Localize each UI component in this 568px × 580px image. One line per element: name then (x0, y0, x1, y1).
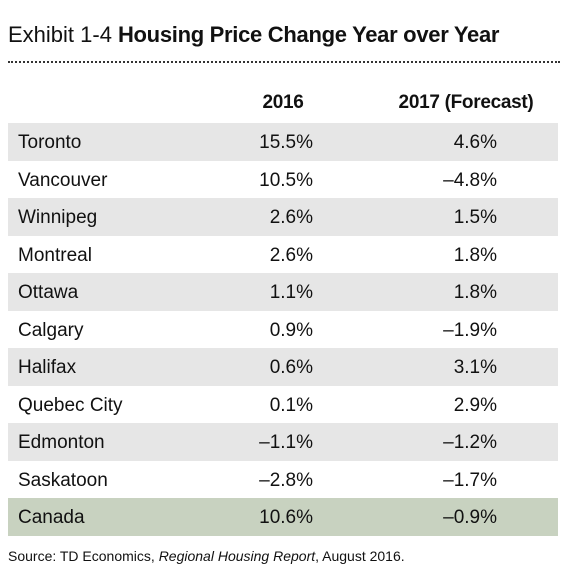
source-prefix: Source: TD Economics, (8, 548, 159, 564)
table-row: Edmonton –1.1% –1.2% (8, 423, 558, 461)
cell-2017: –1.7% (443, 469, 497, 491)
exhibit-number: Exhibit 1-4 (8, 22, 112, 47)
title: Housing Price Change Year over Year (117, 22, 500, 47)
row-label: Canada (18, 507, 85, 528)
source-suffix: , August 2016. (315, 548, 405, 564)
cell-2016: 10.6% (259, 507, 313, 528)
cell-2017: 1.8% (453, 244, 497, 266)
cell-2016: 2.6% (269, 244, 313, 266)
cell-2017: –0.9% (443, 507, 497, 528)
table-row: Winnipeg 2.6% 1.5% (8, 198, 558, 236)
cell-2016: 0.6% (269, 357, 313, 378)
row-label: Toronto (18, 132, 82, 153)
cell-2017: –1.9% (443, 319, 497, 341)
cell-2017: –1.2% (443, 432, 497, 453)
cell-2016: 15.5% (259, 132, 313, 153)
row-label: Edmonton (18, 432, 105, 453)
cell-2016: 0.9% (269, 319, 313, 341)
cell-2016: –1.1% (259, 432, 313, 453)
total-row: Canada 10.6% –0.9% (8, 498, 558, 536)
table-row: Ottawa 1.1% 1.8% (8, 273, 558, 311)
cell-2017: –4.8% (443, 169, 497, 191)
table-row: Halifax 0.6% 3.1% (8, 348, 558, 386)
cell-2016: –2.8% (259, 469, 313, 491)
column-header: 2016 (262, 92, 304, 113)
table-row: Quebec City 0.1% 2.9% (8, 385, 558, 423)
source-report: Regional Housing Report (158, 548, 316, 564)
table-row: Calgary 0.9% –1.9% (8, 310, 558, 348)
row-label: Saskatoon (18, 469, 108, 491)
row-label: Calgary (18, 319, 84, 341)
cell-2016: 1.1% (269, 282, 313, 303)
cell-2017: 2.9% (453, 394, 497, 416)
source-note: Source: TD Economics, Regional Housing R… (8, 548, 405, 564)
row-label: Montreal (18, 244, 92, 266)
row-label: Ottawa (18, 282, 79, 303)
cell-2016: 2.6% (269, 207, 313, 228)
cell-2017: 1.5% (453, 207, 497, 228)
table-row: Toronto 15.5% 4.6% (8, 123, 558, 161)
column-header: 2017 (Forecast) (398, 92, 534, 113)
row-label: Quebec City (18, 394, 123, 416)
table-row: Saskatoon –2.8% –1.7% (8, 460, 558, 498)
exhibit-title: Exhibit 1-4 Housing Price Change Year ove… (8, 22, 499, 48)
row-label: Halifax (18, 357, 77, 378)
table-row: Vancouver 10.5% –4.8% (8, 160, 558, 198)
table-row: Montreal 2.6% 1.8% (8, 235, 558, 273)
dotted-rule (8, 61, 560, 63)
row-label: Vancouver (18, 169, 108, 191)
row-label: Winnipeg (18, 207, 98, 228)
cell-2017: 1.8% (453, 282, 497, 303)
cell-2016: 0.1% (269, 394, 313, 416)
cell-2017: 4.6% (453, 132, 497, 153)
cell-2016: 10.5% (259, 169, 313, 191)
cell-2017: 3.1% (453, 357, 497, 378)
